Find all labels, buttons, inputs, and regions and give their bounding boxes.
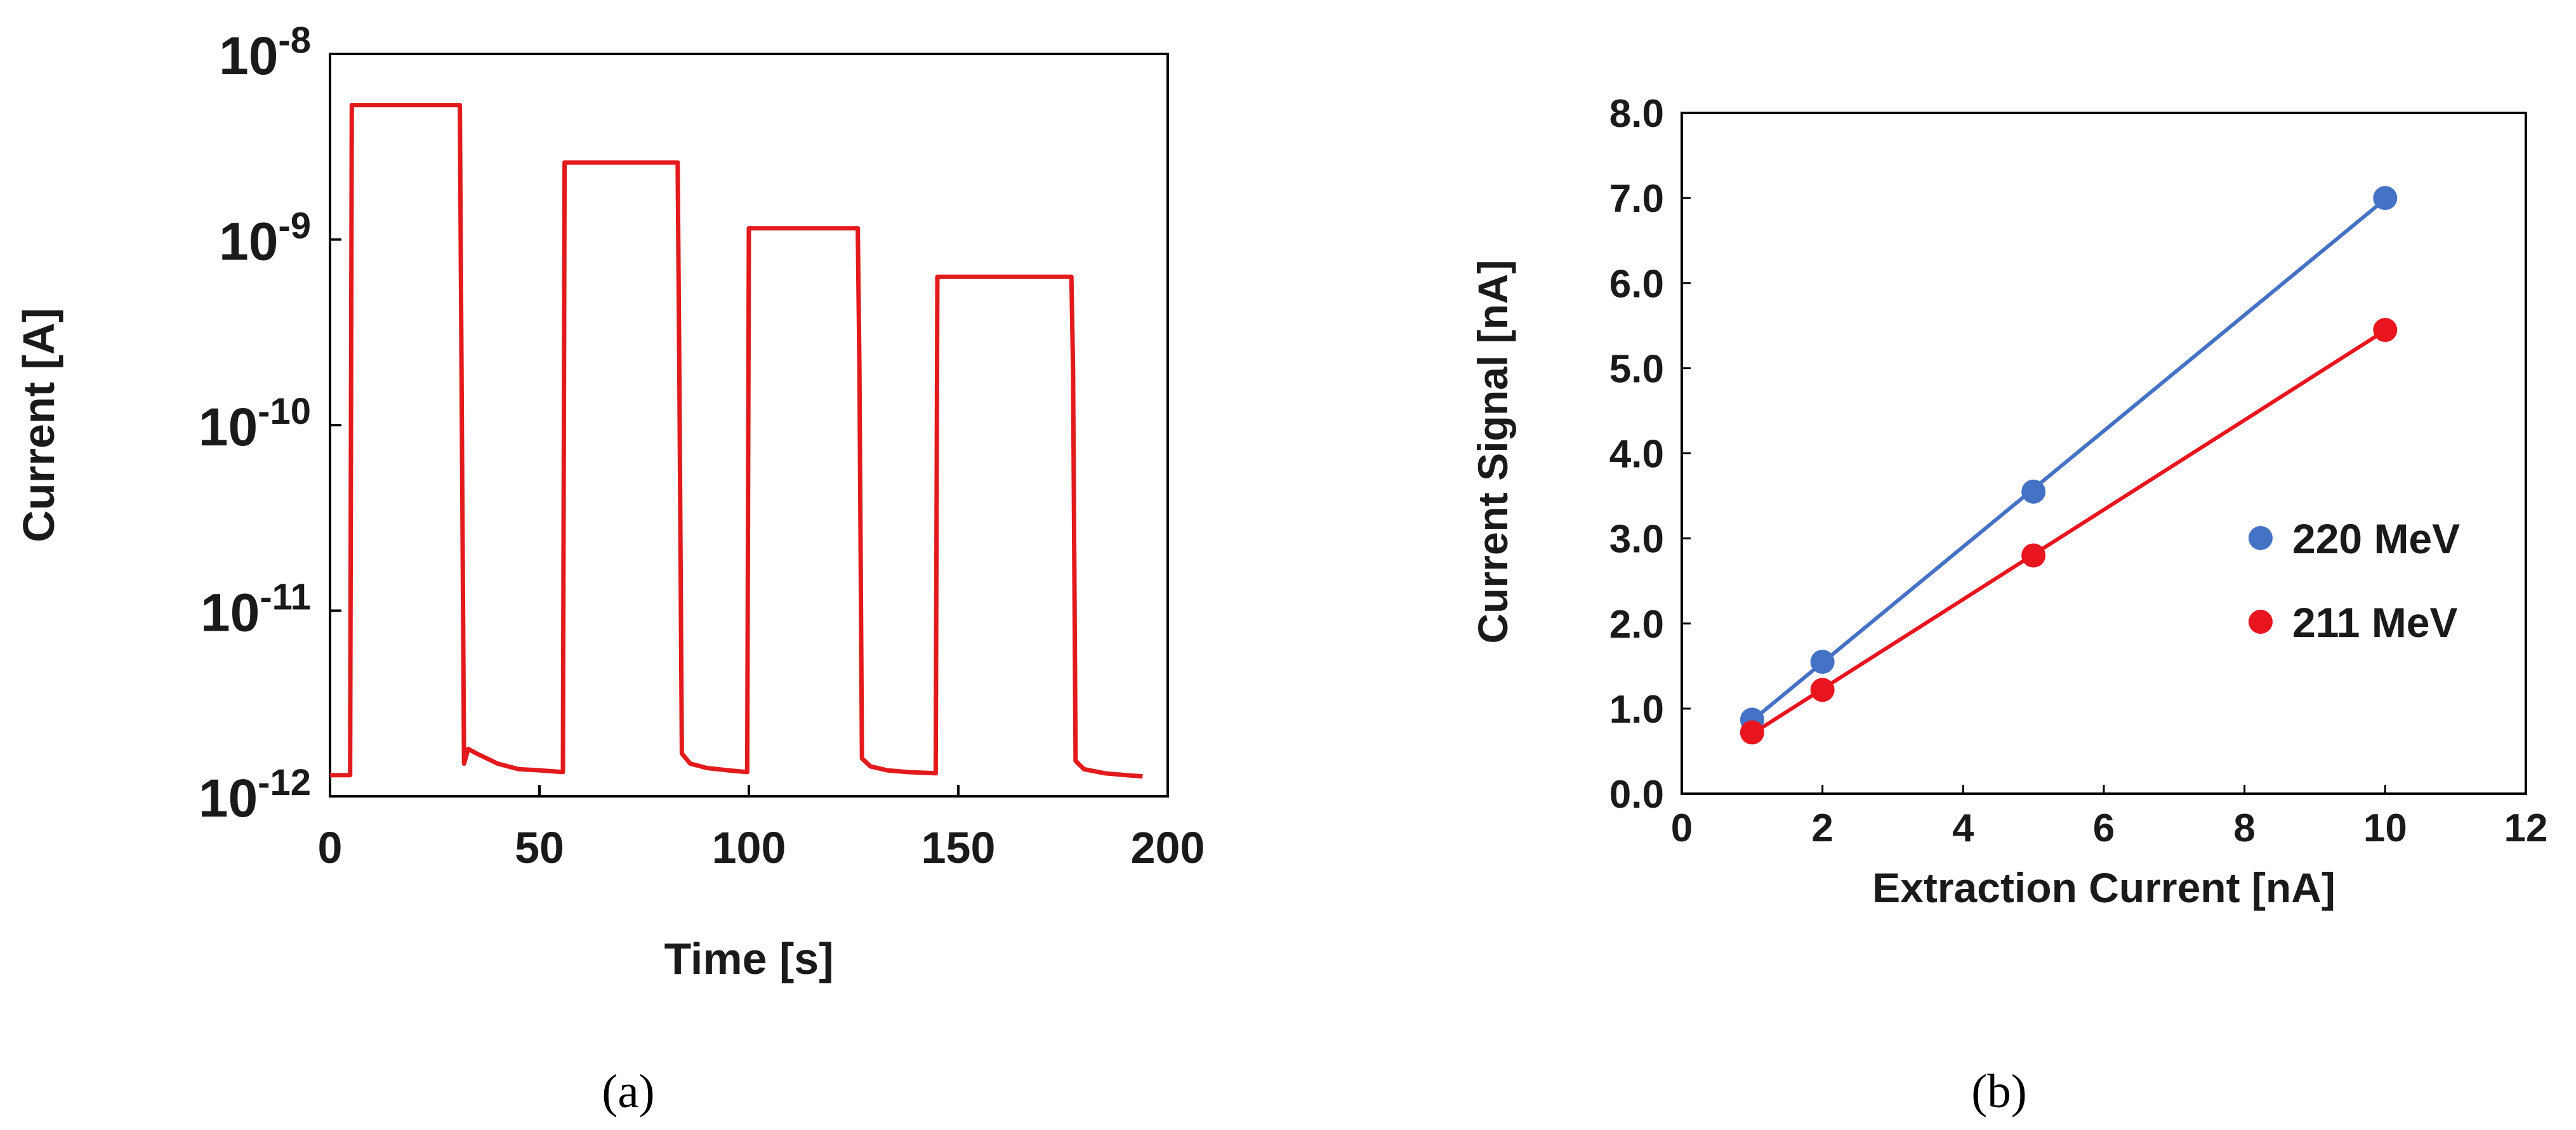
chart-a-y-tick-base: 10	[199, 397, 258, 457]
chart-b-x-tick-label: 10	[2363, 806, 2407, 850]
chart-b-y-tick-label: 5.0	[1609, 347, 1664, 391]
chart-b-y-tick-label: 7.0	[1609, 177, 1664, 221]
chart-a-y-tick-base: 10	[219, 26, 278, 86]
chart-a-y-tick-label: 10-12	[199, 762, 311, 828]
chart-b-y-tick-label: 2.0	[1609, 603, 1664, 647]
chart-a-x-axis-title: Time [s]	[664, 934, 833, 983]
chart-b: 0.0 1.0 2.0 3.0 4.0 5.0 6.0 7.0 8.0 0 2 4 6 8 10 12 22…	[1469, 92, 2547, 1118]
chart-a-y-tick-label: 10-10	[199, 391, 311, 457]
chart-b-y-tick-label: 6.0	[1609, 262, 1664, 306]
chart-b-y-tick-label: 0.0	[1609, 773, 1664, 817]
chart-b-legend: 220 MeV 211 MeV	[2249, 515, 2460, 646]
chart-b-point-220-mev	[1810, 650, 1835, 674]
chart-b-y-tick-label: 8.0	[1609, 92, 1664, 136]
chart-b-x-tick-label: 12	[2504, 806, 2548, 850]
chart-b-point-211-mev	[2021, 543, 2046, 568]
chart-b-legend-marker	[2249, 610, 2273, 634]
chart-a-x-tick-label: 0	[318, 823, 343, 872]
chart-b-trendline-220-mev	[1750, 197, 2387, 722]
chart-a-x-tick-label: 100	[712, 823, 786, 872]
chart-b-x-axis-title: Extraction Current [nA]	[1872, 864, 2335, 911]
chart-a-y-tick-label: 10-9	[219, 206, 311, 272]
chart-a-y-tick-base: 10	[199, 768, 258, 828]
chart-a-y-axis-title: Current [A]	[14, 308, 63, 542]
chart-a-y-tick-exponent: -8	[278, 20, 311, 61]
chart-b-x-tick-label: 8	[2233, 806, 2255, 850]
chart-b-x-tick-label: 6	[2093, 806, 2115, 850]
chart-a-x-tick-label: 50	[515, 823, 564, 872]
chart-a-y-tick-base: 10	[201, 583, 260, 643]
chart-a-y-tick-exponent: -11	[260, 577, 311, 618]
chart-a-x-tick-label: 150	[921, 823, 996, 872]
caption-b: (b)	[1971, 1065, 2026, 1118]
chart-b-x-tick-label: 2	[1811, 806, 1833, 850]
chart-b-y-tick-label: 4.0	[1609, 433, 1664, 476]
chart-b-trendline-211-mev	[1751, 329, 2386, 736]
chart-b-point-211-mev	[2373, 318, 2398, 343]
chart-a-y-tick-exponent: -12	[258, 762, 311, 803]
chart-b-y-tick-label: 3.0	[1609, 518, 1664, 562]
chart-b-legend-label: 211 MeV	[2292, 599, 2458, 646]
chart-b-x-tick-label: 4	[1952, 806, 1974, 850]
chart-b-point-211-mev	[1740, 720, 1764, 745]
chart-a-y-tick-label: 10-8	[219, 20, 311, 86]
chart-b-y-axis-title: Current Signal [nA]	[1469, 260, 1516, 644]
chart-b-x-tick-label: 0	[1671, 806, 1693, 850]
chart-a-x-tick-label: 200	[1131, 823, 1205, 872]
chart-a-y-tick-base: 10	[219, 212, 278, 272]
chart-a-current-trace	[330, 103, 1143, 779]
chart-b-legend-label: 220 MeV	[2292, 515, 2460, 562]
chart-a-y-tick-exponent: -10	[258, 391, 311, 432]
chart-a-y-tick-exponent: -9	[278, 206, 311, 247]
chart-b-point-220-mev	[2373, 186, 2398, 211]
chart-a-y-tick-label: 10-11	[201, 577, 311, 643]
chart-b-legend-marker	[2249, 526, 2273, 550]
chart-b-y-tick-label: 1.0	[1609, 688, 1664, 732]
chart-b-point-211-mev	[1810, 678, 1835, 702]
chart-b-plot-frame	[1681, 112, 2527, 795]
caption-a: (a)	[602, 1065, 654, 1118]
chart-b-point-220-mev	[2021, 479, 2046, 504]
